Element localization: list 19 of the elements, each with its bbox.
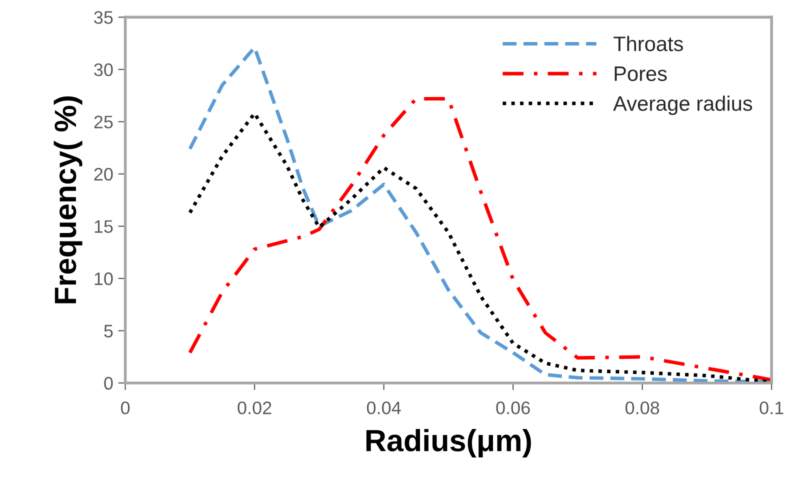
y-tick-label: 5: [104, 324, 113, 338]
y-tick-label: 0: [104, 376, 113, 390]
y-tick-label: 20: [94, 168, 113, 181]
y-tick-label: 30: [94, 63, 113, 76]
x-tick-label: 0.04: [366, 402, 401, 414]
x-axis-title: Radius(μm): [366, 428, 531, 458]
legend-label: Throats: [614, 36, 683, 52]
x-tick-label: 0: [120, 402, 130, 414]
y-tick-label: 10: [94, 272, 113, 286]
legend-label: Pores: [614, 66, 667, 82]
x-tick-label: 0.1: [760, 402, 784, 414]
legend-label: Average radius: [613, 96, 752, 116]
x-tick-label: 0.08: [625, 402, 660, 414]
x-tick-label: 0.06: [496, 402, 530, 414]
x-tick-label: 0.02: [238, 402, 272, 414]
y-tick-label: 35: [94, 11, 113, 24]
y-tick-label: 15: [94, 220, 113, 233]
y-axis-title: Frequency( %): [54, 96, 82, 304]
y-tick-label: 25: [94, 116, 113, 128]
